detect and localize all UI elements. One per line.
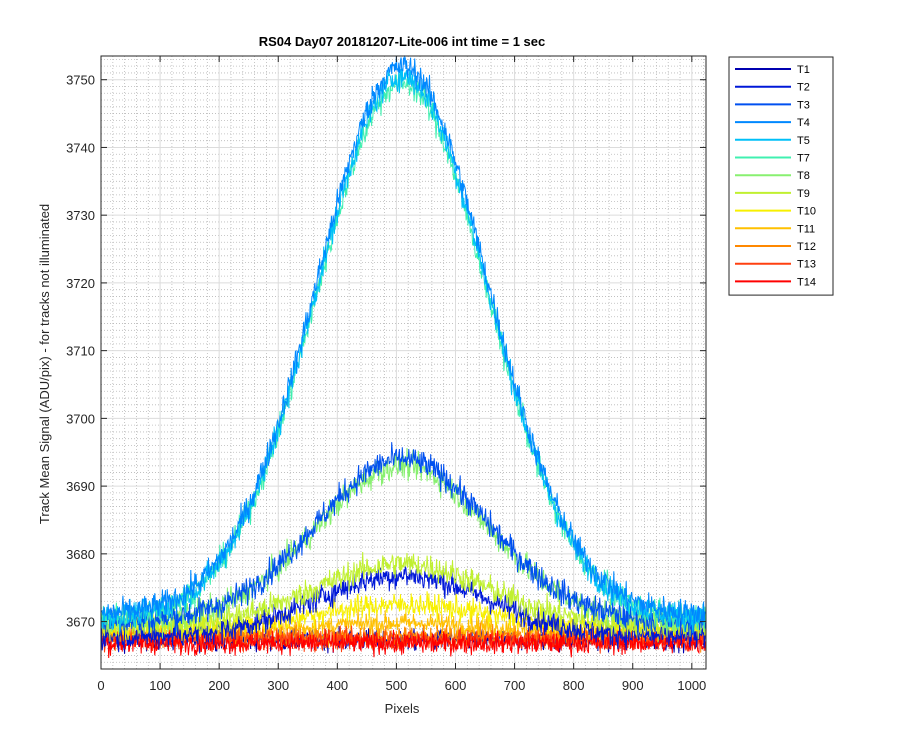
x-tick-label: 0 bbox=[97, 678, 104, 693]
y-tick-label: 3720 bbox=[66, 276, 95, 291]
legend-label-t4: T4 bbox=[797, 117, 810, 129]
plot-frame bbox=[100, 55, 707, 670]
x-tick-label: 700 bbox=[504, 678, 526, 693]
x-tick-label: 900 bbox=[622, 678, 644, 693]
series-lines bbox=[100, 54, 706, 659]
y-tick-label: 3670 bbox=[66, 615, 95, 630]
x-tick-label: 800 bbox=[563, 678, 585, 693]
axis-ticks: 0 100 200 300 400 500 600 700 800 900 1000 3670 3680… bbox=[66, 56, 706, 693]
x-tick-label: 600 bbox=[445, 678, 467, 693]
chart-title: RS04 Day07 20181207-Lite-006 int time = … bbox=[259, 34, 546, 49]
legend-label-t2: T2 bbox=[797, 82, 810, 94]
legend-label-t8: T8 bbox=[797, 170, 810, 182]
y-axis-label: Track Mean Signal (ADU/pix) - for tracks… bbox=[37, 204, 52, 524]
legend-label-t11: T11 bbox=[797, 223, 815, 235]
x-tick-label: 200 bbox=[208, 678, 230, 693]
x-tick-label: 500 bbox=[386, 678, 408, 693]
legend-label-t12: T12 bbox=[797, 241, 816, 253]
legend: T1 T2 T3 T4 T5 T7 T8 T9 T10 T11 T12 T13 T14 bbox=[728, 56, 834, 296]
legend-label-t7: T7 bbox=[797, 153, 810, 165]
x-axis-label: Pixels bbox=[385, 701, 420, 716]
y-tick-label: 3750 bbox=[66, 73, 95, 88]
y-tick-label: 3700 bbox=[66, 411, 95, 426]
legend-label-t14: T14 bbox=[797, 276, 816, 288]
x-tick-label: 1000 bbox=[677, 678, 706, 693]
y-tick-label: 3730 bbox=[66, 208, 95, 223]
y-tick-label: 3740 bbox=[66, 140, 95, 155]
y-tick-label: 3710 bbox=[66, 344, 95, 359]
legend-label-t5: T5 bbox=[797, 135, 810, 147]
y-tick-label: 3680 bbox=[66, 547, 95, 562]
plot-area bbox=[101, 56, 706, 669]
legend-label-t1: T1 bbox=[797, 64, 810, 76]
legend-label-t10: T10 bbox=[797, 206, 816, 218]
x-tick-label: 300 bbox=[267, 678, 289, 693]
legend-label-t13: T13 bbox=[797, 259, 816, 271]
series-line-t14 bbox=[100, 628, 706, 659]
legend-label-t3: T3 bbox=[797, 99, 810, 111]
series-line-t9 bbox=[100, 551, 706, 642]
series-line-t13 bbox=[100, 623, 706, 655]
series-line-t3 bbox=[100, 442, 706, 636]
legend-label-t9: T9 bbox=[797, 188, 810, 200]
x-tick-label: 400 bbox=[326, 678, 348, 693]
series-line-t4 bbox=[100, 54, 706, 627]
y-tick-label: 3690 bbox=[66, 479, 95, 494]
x-tick-label: 100 bbox=[149, 678, 171, 693]
